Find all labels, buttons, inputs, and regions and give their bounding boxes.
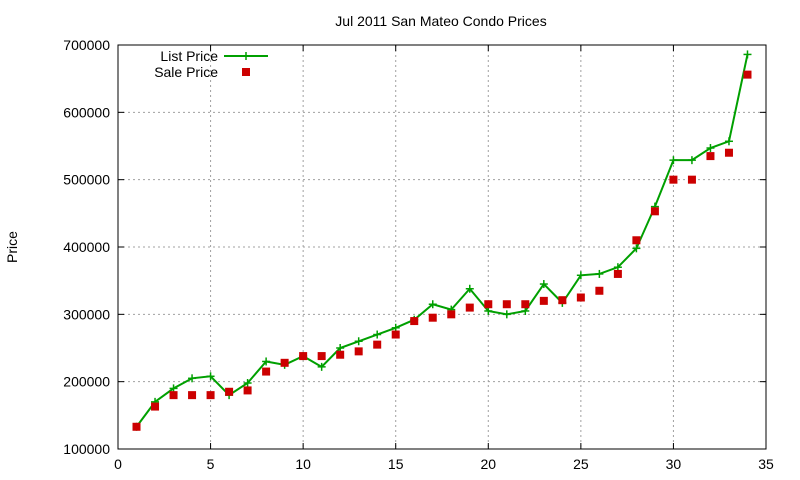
x-tick-label: 25 [573,456,589,472]
x-tick-label: 0 [114,456,122,472]
sale-price-point [484,300,493,309]
x-tick-label: 20 [480,456,496,472]
list-price-point [354,337,363,346]
list-price-point [724,137,733,146]
x-tick-label: 10 [295,456,311,472]
legend-swatch-sale-price [242,68,250,76]
y-tick-label: 700000 [63,37,110,53]
sale-price-point [225,387,234,396]
sale-price-point [502,300,511,309]
list-price-line [135,54,749,428]
x-tick-label: 35 [758,456,774,472]
legend-label-list-price: List Price [160,48,218,64]
list-price-point [669,156,678,165]
x-tick-label: 15 [388,456,404,472]
series-sale-price [132,70,752,431]
list-price-point [243,379,252,388]
sale-price-point [743,70,752,79]
sale-price-point [521,300,530,309]
legend-label-sale-price: Sale Price [154,64,218,80]
list-price-point [632,244,641,253]
sale-price-point [132,422,141,431]
y-tick-label: 600000 [63,104,110,120]
list-price-point [484,306,493,315]
grid-lines [118,45,766,449]
sale-price-point [706,152,715,161]
list-price-point [317,362,326,371]
sale-price-point [447,310,456,319]
sale-price-point [410,317,419,326]
sale-price-point [595,286,604,295]
list-price-point [188,374,197,383]
sale-price-point [558,296,567,305]
y-tick-label: 500000 [63,172,110,188]
sale-price-point [262,367,271,376]
y-tick-label: 400000 [63,239,110,255]
sale-price-point [373,340,382,349]
sale-price-point [336,350,345,359]
sale-price-point [669,175,678,184]
list-price-point [391,323,400,332]
list-price-point [706,144,715,153]
y-axis-label: Price [4,231,20,263]
y-tick-label: 300000 [63,306,110,322]
list-price-point [169,384,178,393]
series-list-price [132,50,752,431]
list-price-point [539,280,548,289]
sale-price-point [188,391,197,400]
sale-price-point [169,391,178,400]
sale-price-point [354,347,363,356]
list-price-point [206,372,215,381]
x-tick-label: 5 [207,456,215,472]
list-price-point [743,50,752,59]
sale-price-point [632,236,641,245]
list-price-point [428,300,437,309]
list-price-point [465,284,474,293]
series-layer [132,50,752,431]
list-price-point [336,344,345,352]
sale-price-point [299,352,308,361]
list-price-point [595,269,604,278]
sale-price-point [428,313,437,322]
list-price-point [502,310,511,319]
legend-swatch-list-price [224,52,268,60]
sale-price-point [650,207,659,216]
legend: List Price Sale Price [154,48,268,80]
sale-price-point [576,293,585,302]
list-price-point [262,357,271,366]
sale-price-point [206,391,215,400]
sale-price-point [317,352,326,361]
sale-price-point [280,358,289,367]
list-price-point [613,263,622,272]
sale-price-point [391,330,400,339]
sale-price-point [465,303,474,312]
x-tick-labels: 0 5 10 15 20 25 30 35 [114,456,774,472]
y-tick-label: 100000 [63,441,110,457]
plot-frame [117,44,767,450]
sale-price-point [151,402,160,411]
legend-square-marker [242,68,250,76]
list-price-point [687,156,696,165]
legend-plus-marker [242,52,250,60]
chart-title: Jul 2011 San Mateo Condo Prices [335,13,546,29]
y-tick-labels: 100000 200000 300000 400000 500000 600000 7000… [63,37,110,457]
sale-price-point [724,148,733,157]
x-tick-label: 30 [666,456,682,472]
y-tick-label: 200000 [63,374,110,390]
list-price-point [576,271,585,280]
sale-price-point [539,296,548,305]
sale-price-point [687,175,696,184]
sale-price-point [243,386,252,395]
list-price-point [521,306,530,315]
sale-price-point [613,269,622,278]
list-price-point [373,330,382,339]
